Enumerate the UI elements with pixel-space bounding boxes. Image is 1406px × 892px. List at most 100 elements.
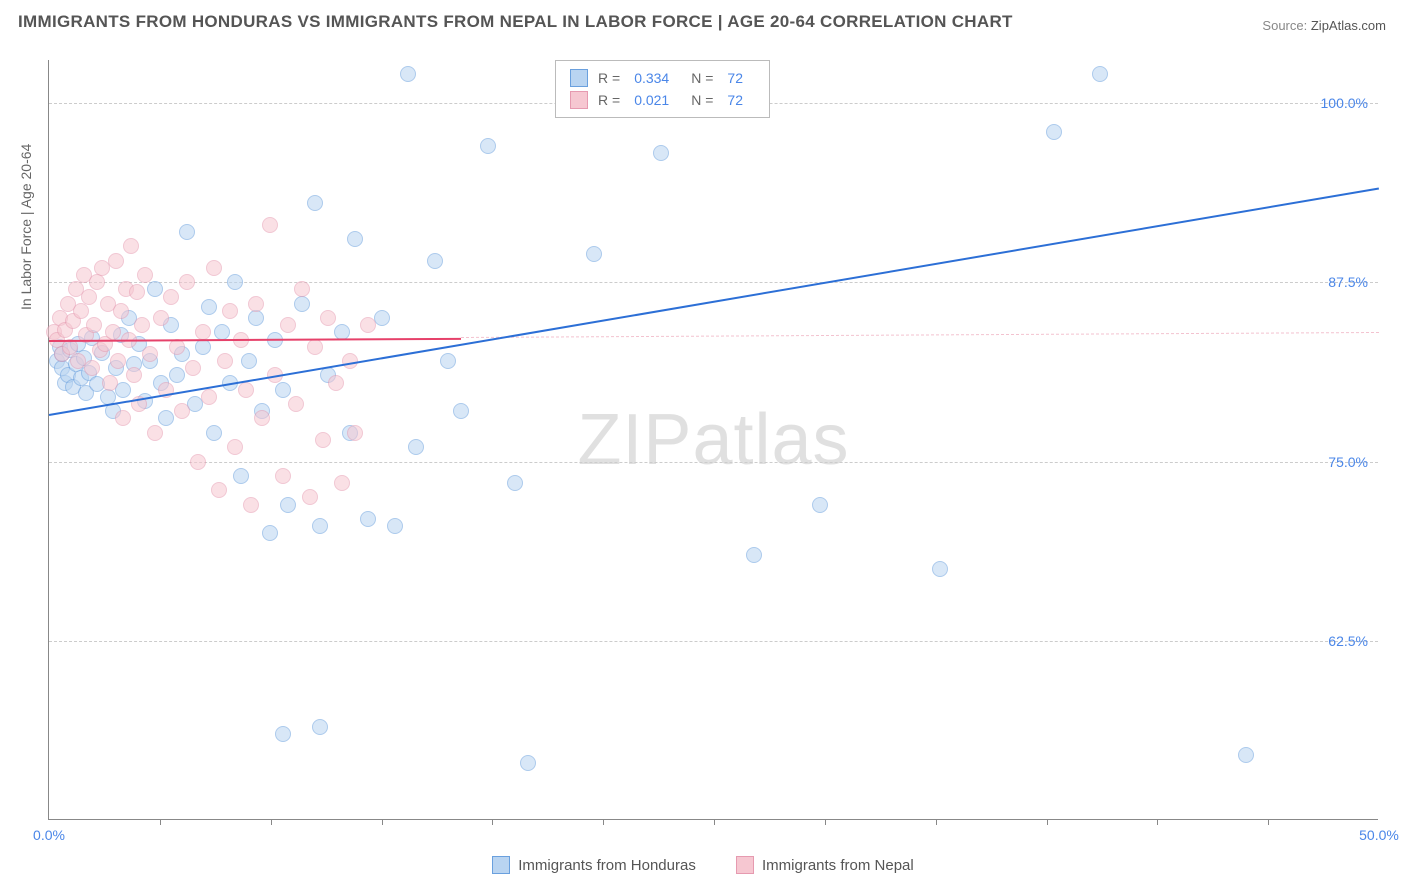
legend-swatch-honduras [492, 856, 510, 874]
scatter-point [288, 396, 304, 412]
scatter-point [586, 246, 602, 262]
scatter-point [387, 518, 403, 534]
n-label: N = [691, 92, 713, 108]
scatter-point [142, 346, 158, 362]
chart-title: IMMIGRANTS FROM HONDURAS VS IMMIGRANTS F… [18, 12, 1013, 32]
scatter-point [190, 454, 206, 470]
scatter-point [248, 310, 264, 326]
scatter-point [179, 274, 195, 290]
scatter-point [307, 339, 323, 355]
scatter-point [243, 497, 259, 513]
scatter-point [275, 382, 291, 398]
scatter-point [347, 231, 363, 247]
scatter-point [115, 410, 131, 426]
x-tick [160, 819, 161, 825]
gridline [49, 462, 1378, 463]
scatter-point [440, 353, 456, 369]
legend-swatch-honduras [570, 69, 588, 87]
scatter-point [254, 410, 270, 426]
scatter-point [1092, 66, 1108, 82]
scatter-point [206, 260, 222, 276]
scatter-point [453, 403, 469, 419]
scatter-point [248, 296, 264, 312]
x-tick [492, 819, 493, 825]
scatter-point [137, 267, 153, 283]
x-tick [1157, 819, 1158, 825]
scatter-point [201, 299, 217, 315]
watermark-zip: ZIP [577, 400, 692, 480]
scatter-point [241, 353, 257, 369]
y-axis-label: In Labor Force | Age 20-64 [18, 144, 34, 310]
scatter-point [153, 310, 169, 326]
legend-swatch-nepal [570, 91, 588, 109]
x-tick [382, 819, 383, 825]
legend-swatch-nepal [736, 856, 754, 874]
scatter-point [262, 217, 278, 233]
legend-label-honduras: Immigrants from Honduras [518, 857, 696, 874]
n-label: N = [691, 70, 713, 86]
x-tick [271, 819, 272, 825]
x-tick [825, 819, 826, 825]
r-label: R = [598, 70, 620, 86]
scatter-point [222, 303, 238, 319]
scatter-point [158, 410, 174, 426]
scatter-point [653, 145, 669, 161]
scatter-point [86, 317, 102, 333]
x-tick [603, 819, 604, 825]
source-label: Source: [1262, 18, 1307, 33]
scatter-plot-area: ZIPatlas 62.5%75.0%87.5%100.0%0.0%50.0% [48, 60, 1378, 820]
scatter-point [812, 497, 828, 513]
legend-item-nepal: Immigrants from Nepal [736, 856, 914, 874]
scatter-point [328, 375, 344, 391]
x-tick [714, 819, 715, 825]
watermark-atlas: atlas [692, 400, 849, 480]
scatter-point [294, 296, 310, 312]
scatter-point [134, 317, 150, 333]
legend-row-honduras: R = 0.334 N = 72 [570, 67, 755, 89]
scatter-point [147, 425, 163, 441]
scatter-point [315, 432, 331, 448]
scatter-point [312, 719, 328, 735]
y-tick-label: 87.5% [1328, 274, 1368, 290]
scatter-point [81, 289, 97, 305]
scatter-point [347, 425, 363, 441]
scatter-point [201, 389, 217, 405]
scatter-point [280, 317, 296, 333]
scatter-point [123, 238, 139, 254]
x-tick [1047, 819, 1048, 825]
r-value-honduras: 0.334 [634, 70, 669, 86]
watermark: ZIPatlas [577, 399, 849, 481]
scatter-point [126, 367, 142, 383]
n-value-nepal: 72 [727, 92, 743, 108]
x-tick-label: 50.0% [1359, 827, 1399, 843]
scatter-point [227, 439, 243, 455]
scatter-point [334, 475, 350, 491]
legend-label-nepal: Immigrants from Nepal [762, 857, 914, 874]
scatter-point [174, 403, 190, 419]
scatter-point [108, 253, 124, 269]
scatter-point [275, 468, 291, 484]
legend-row-nepal: R = 0.021 N = 72 [570, 89, 755, 111]
scatter-point [227, 274, 243, 290]
scatter-point [307, 195, 323, 211]
scatter-point [217, 353, 233, 369]
scatter-point [746, 547, 762, 563]
scatter-point [105, 324, 121, 340]
scatter-point [89, 274, 105, 290]
scatter-point [110, 353, 126, 369]
scatter-point [195, 324, 211, 340]
scatter-point [73, 303, 89, 319]
series-legend: Immigrants from Honduras Immigrants from… [0, 856, 1406, 878]
x-tick [1268, 819, 1269, 825]
scatter-point [408, 439, 424, 455]
r-value-nepal: 0.021 [634, 92, 669, 108]
correlation-legend: R = 0.334 N = 72 R = 0.021 N = 72 [555, 60, 770, 118]
scatter-point [320, 310, 336, 326]
scatter-point [163, 289, 179, 305]
legend-item-honduras: Immigrants from Honduras [492, 856, 696, 874]
scatter-point [185, 360, 201, 376]
source-site: ZipAtlas.com [1311, 18, 1386, 33]
scatter-point [400, 66, 416, 82]
scatter-point [932, 561, 948, 577]
scatter-point [233, 468, 249, 484]
